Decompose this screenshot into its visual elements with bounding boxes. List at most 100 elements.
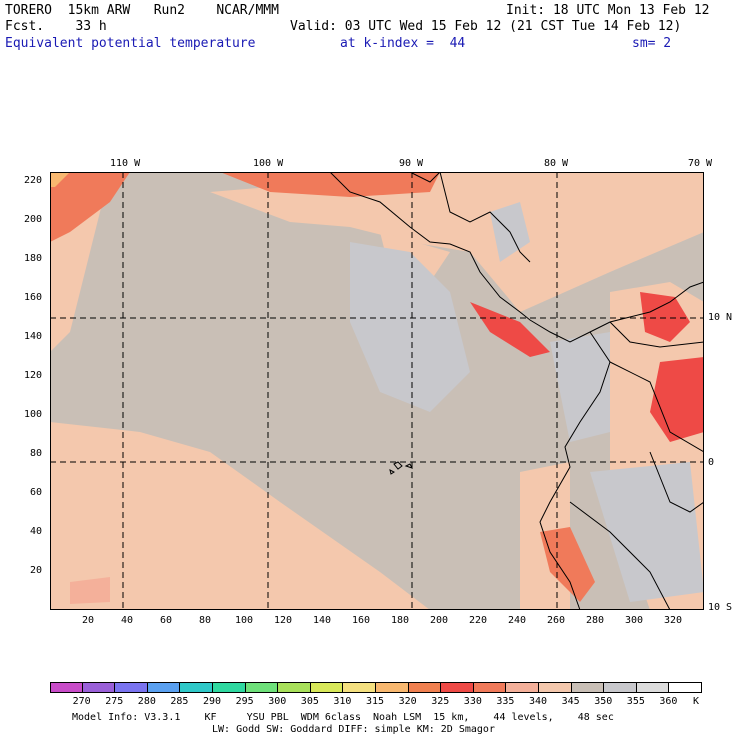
warm-patch-southwest — [70, 577, 110, 604]
colorbar-label: 270 — [72, 696, 91, 707]
colorbar-swatch — [571, 682, 605, 693]
border-colombia — [609, 321, 704, 348]
colorbar-swatch — [310, 682, 344, 693]
lat-label-10n: 10 N — [708, 312, 733, 323]
colorbar-swatch — [245, 682, 279, 693]
y-tick-label: 180 — [24, 253, 43, 264]
level-index: at k-index = 44 — [340, 36, 466, 51]
coastline-yucatan — [409, 172, 531, 263]
x-tick-label: 140 — [313, 615, 332, 626]
y-tick-label: 140 — [24, 331, 43, 342]
x-tick-label: 100 — [235, 615, 254, 626]
colorbar-label: 295 — [235, 696, 254, 707]
x-tick-label: 260 — [547, 615, 566, 626]
colorbar-swatch — [278, 682, 311, 693]
x-tick-label: 280 — [586, 615, 605, 626]
hot-region-colombia-north — [640, 292, 690, 342]
colorbar-label: 360 — [659, 696, 678, 707]
border-andes — [569, 501, 671, 610]
colorbar-label: 340 — [529, 696, 548, 707]
x-tick-label: 180 — [391, 615, 410, 626]
lon-label-90w: 90 W — [399, 158, 424, 169]
colorbar-label: 300 — [268, 696, 287, 707]
x-tick-label: 200 — [430, 615, 449, 626]
theta-e-map — [50, 172, 704, 610]
physics-info: LW: Godd SW: Goddard DIFF: simple KM: 2D… — [212, 724, 495, 735]
warm-region-southwest — [50, 422, 430, 610]
hot-region-northwest — [50, 172, 130, 242]
model-info: Model Info: V3.3.1 KF YSU PBL WDM 6class… — [72, 712, 614, 723]
x-tick-label: 160 — [352, 615, 371, 626]
y-tick-label: 80 — [30, 448, 43, 459]
border-ecuador-peru — [609, 361, 704, 453]
lon-label-110w: 110 W — [110, 158, 141, 169]
forecast-hour: Fcst. 33 h — [5, 19, 107, 34]
y-tick-label: 40 — [30, 526, 43, 537]
lon-label-80w: 80 W — [544, 158, 569, 169]
colorbar-label: 345 — [561, 696, 580, 707]
border-peru-brazil — [649, 451, 704, 513]
colorbar-swatch — [408, 682, 442, 693]
colorbar-label: 285 — [170, 696, 189, 707]
coastline-central-america — [329, 172, 704, 343]
colorbar-swatch — [604, 682, 637, 693]
model-title: TORERO 15km ARW Run2 NCAR/MMM — [5, 3, 279, 18]
lat-label-10s: 10 S — [708, 602, 733, 613]
y-tick-label: 20 — [30, 565, 43, 576]
hottest-corner — [50, 172, 70, 187]
colorbar-label: 280 — [137, 696, 156, 707]
colorbar-label: 290 — [203, 696, 222, 707]
colorbar-swatch — [147, 682, 181, 693]
hot-region-costa-rica — [470, 302, 550, 357]
colorbar-label: 325 — [431, 696, 450, 707]
colorbar-label: 275 — [105, 696, 124, 707]
colorbar-label: 315 — [366, 696, 385, 707]
init-time: Init: 18 UTC Mon 13 Feb 12 — [506, 3, 710, 18]
map-frame — [50, 172, 704, 610]
colorbar-label: 310 — [333, 696, 352, 707]
y-tick-label: 120 — [24, 370, 43, 381]
colorbar-swatch — [50, 682, 83, 693]
y-tick-label: 100 — [24, 409, 43, 420]
cool-region-southeast — [590, 462, 704, 602]
colorbar-swatch — [115, 682, 148, 693]
y-tick-label: 200 — [24, 214, 43, 225]
x-tick-label: 220 — [469, 615, 488, 626]
colorbar-swatch — [669, 682, 702, 693]
colorbar-label: 330 — [463, 696, 482, 707]
colorbar-label: 355 — [626, 696, 645, 707]
colorbar-swatch — [376, 682, 409, 693]
colorbar-swatch — [636, 682, 670, 693]
x-tick-label: 40 — [121, 615, 134, 626]
hot-region-peru — [540, 527, 595, 602]
colorbar-swatch — [343, 682, 376, 693]
lon-label-70w: 70 W — [688, 158, 713, 169]
x-tick-label: 120 — [274, 615, 293, 626]
cool-region-east — [550, 332, 610, 442]
colorbar-label: 305 — [300, 696, 319, 707]
colorbar-swatch — [180, 682, 213, 693]
lat-label-0: 0 — [708, 457, 715, 468]
lon-label-100w: 100 W — [253, 158, 284, 169]
colorbar-label: 320 — [398, 696, 417, 707]
colorbar-swatch — [506, 682, 539, 693]
colorbar-unit: K — [693, 696, 700, 707]
galapagos-islands — [389, 461, 413, 475]
y-tick-label: 220 — [24, 175, 43, 186]
hot-region-north — [220, 172, 440, 197]
x-tick-label: 20 — [82, 615, 95, 626]
x-tick-label: 80 — [199, 615, 212, 626]
x-tick-label: 60 — [160, 615, 173, 626]
colorbar-swatch — [539, 682, 572, 693]
smoothing-value: sm= 2 — [632, 36, 672, 51]
x-tick-label: 240 — [508, 615, 527, 626]
field-name: Equivalent potential temperature — [5, 36, 256, 51]
colorbar-swatch — [473, 682, 507, 693]
y-tick-label: 60 — [30, 487, 43, 498]
y-tick-label: 160 — [24, 292, 43, 303]
hot-region-colombia-south — [650, 357, 704, 442]
x-tick-label: 320 — [664, 615, 683, 626]
cool-region-central — [350, 242, 470, 412]
colorbar-swatch — [82, 682, 116, 693]
colorbar-swatch — [441, 682, 474, 693]
